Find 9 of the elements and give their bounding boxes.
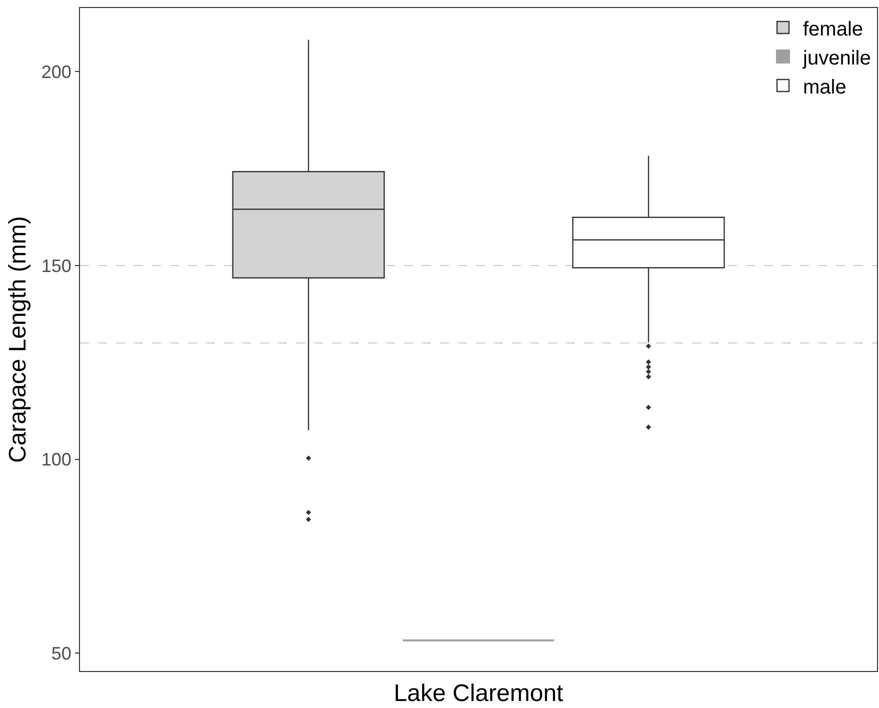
y-tick-label: 100 — [41, 450, 72, 470]
y-tick-label: 200 — [41, 62, 72, 82]
x-tick-label: Lake Claremont — [394, 680, 564, 707]
y-tick-label: 50 — [51, 643, 72, 664]
legend-label: juvenile — [802, 47, 871, 70]
y-axis-title: Carapace Length (mm) — [4, 216, 32, 463]
y-tick-label: 150 — [41, 256, 72, 276]
legend-label: male — [803, 76, 846, 98]
legend-label: female — [803, 18, 864, 40]
